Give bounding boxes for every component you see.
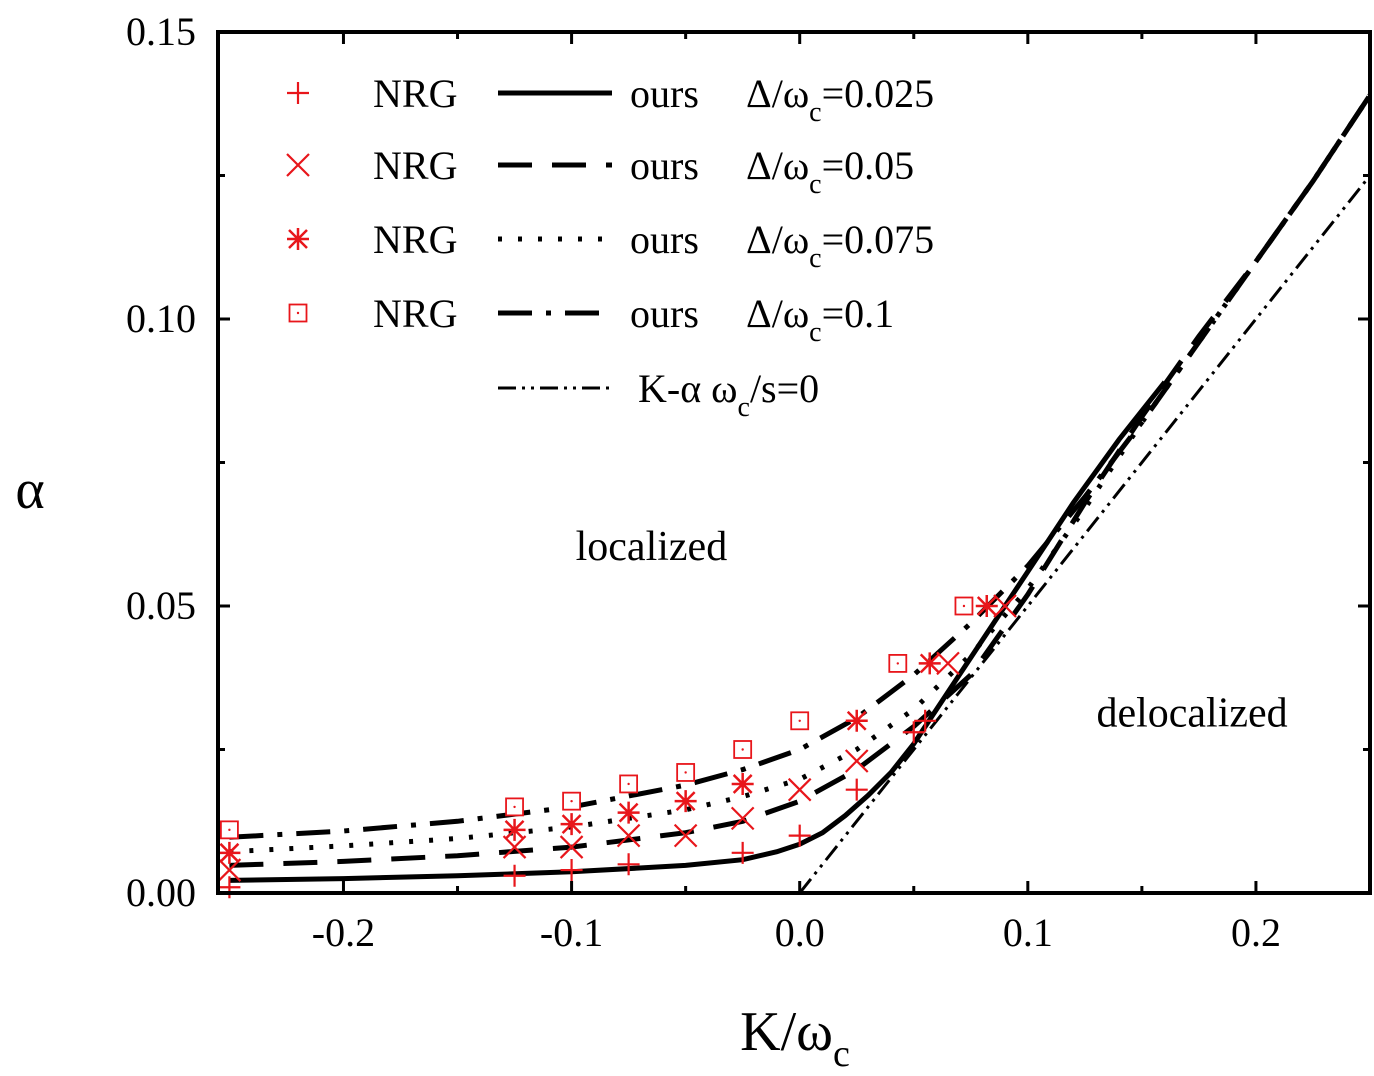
legend-nrg-label-2: NRG [373, 143, 457, 188]
x-tick-label: 0.1 [1003, 910, 1053, 955]
legend-ours-label-2: ours [630, 143, 699, 188]
x-tick-label: -0.1 [540, 910, 603, 955]
legend-marker-4 [288, 303, 308, 323]
nrg-point-4-3 [562, 791, 581, 811]
legend-delta-label-1: Δ/ωc=0.025 [746, 71, 934, 128]
nrg-point-3-7 [845, 709, 868, 732]
nrg-point-4-4 [619, 774, 639, 794]
legend-reference-label: K-α ωc/s=0 [638, 366, 819, 423]
ours-curve-4 [229, 93, 1373, 840]
legend: NRG ours Δ/ωc=0.025 NRG ours Δ/ωc=0.05 NRG ours… [286, 71, 934, 423]
annotations: localized delocalized [576, 524, 1288, 736]
nrg-point-1-3 [560, 859, 583, 882]
legend-marker-2 [286, 153, 310, 177]
curves-layer [229, 93, 1373, 883]
legend-delta-label-3: Δ/ωc=0.075 [746, 217, 934, 274]
nrg-point-1-7 [845, 778, 868, 801]
legend-nrg-label-3: NRG [373, 217, 457, 262]
nrg-point-3-2 [503, 818, 526, 841]
legend-nrg-label-4: NRG [373, 291, 457, 336]
y-tick-label: 0.15 [126, 9, 196, 54]
annotation-1: localized [576, 524, 728, 570]
nrg-point-4-9 [954, 596, 974, 616]
nrg-point-2-8 [844, 749, 869, 773]
nrg-point-1-5 [731, 841, 754, 864]
legend-delta-label-2: Δ/ωc=0.05 [746, 143, 914, 200]
nrg-point-3-9 [975, 595, 998, 617]
nrg-point-1-4 [617, 853, 640, 876]
legend-marker-1 [287, 82, 309, 104]
legend-nrg-label-1: NRG [373, 71, 457, 116]
nrg-point-3-5 [674, 790, 697, 813]
y-axis-title: α [15, 459, 44, 521]
x-axis-title: K/ωc [740, 1001, 850, 1075]
reference-line-layer [798, 174, 1372, 894]
x-tick-label: -0.2 [312, 910, 375, 955]
nrg-markers-layer [217, 594, 1017, 899]
nrg-point-3-4 [617, 801, 640, 824]
ours-curve-2 [229, 93, 1373, 868]
nrg-point-2-1 [217, 858, 242, 882]
nrg-point-4-8 [888, 654, 908, 673]
nrg-point-1-9 [914, 709, 937, 732]
legend-marker-3 [287, 228, 309, 250]
nrg-point-4-1 [220, 820, 239, 840]
nrg-point-3-1 [218, 841, 241, 864]
nrg-point-2-9 [936, 651, 960, 676]
x-tick-label: 0.0 [775, 910, 825, 955]
x-tick-label: 0.2 [1231, 910, 1281, 955]
annotation-2: delocalized [1096, 691, 1287, 737]
reference-line [798, 174, 1372, 894]
nrg-point-4-6 [733, 740, 753, 759]
axis-labels: -0.2 -0.1 0.0 0.1 0.2 0.00 0.05 0.10 0.15 K/ωc α [15, 9, 1281, 1075]
nrg-point-2-10 [993, 594, 1017, 618]
nrg-point-3-8 [918, 652, 941, 675]
ours-curve-3 [229, 93, 1373, 855]
nrg-point-2-7 [787, 777, 812, 802]
nrg-point-2-4 [616, 823, 641, 848]
legend-ours-label-3: ours [630, 217, 699, 262]
y-tick-label: 0.00 [126, 870, 196, 915]
legend-ours-label-4: ours [630, 291, 699, 336]
legend-ours-label-1: ours [630, 71, 699, 116]
nrg-point-1-2 [503, 864, 526, 887]
nrg-point-4-2 [505, 797, 524, 817]
nrg-point-4-5 [676, 763, 696, 782]
nrg-point-2-3 [559, 835, 584, 859]
nrg-point-2-2 [502, 835, 527, 859]
nrg-point-3-6 [731, 772, 754, 795]
ours-curve-1 [229, 380, 1167, 883]
axis-ticks [218, 30, 1370, 895]
nrg-point-1-6 [788, 824, 811, 847]
y-tick-label: 0.10 [126, 296, 196, 341]
nrg-point-1-8 [902, 721, 925, 744]
nrg-point-2-6 [730, 806, 755, 831]
nrg-point-3-3 [560, 813, 583, 836]
y-tick-label: 0.05 [126, 583, 196, 628]
nrg-point-2-5 [673, 823, 698, 848]
legend-delta-label-4: Δ/ωc=0.1 [746, 291, 894, 348]
nrg-point-4-7 [790, 711, 810, 731]
